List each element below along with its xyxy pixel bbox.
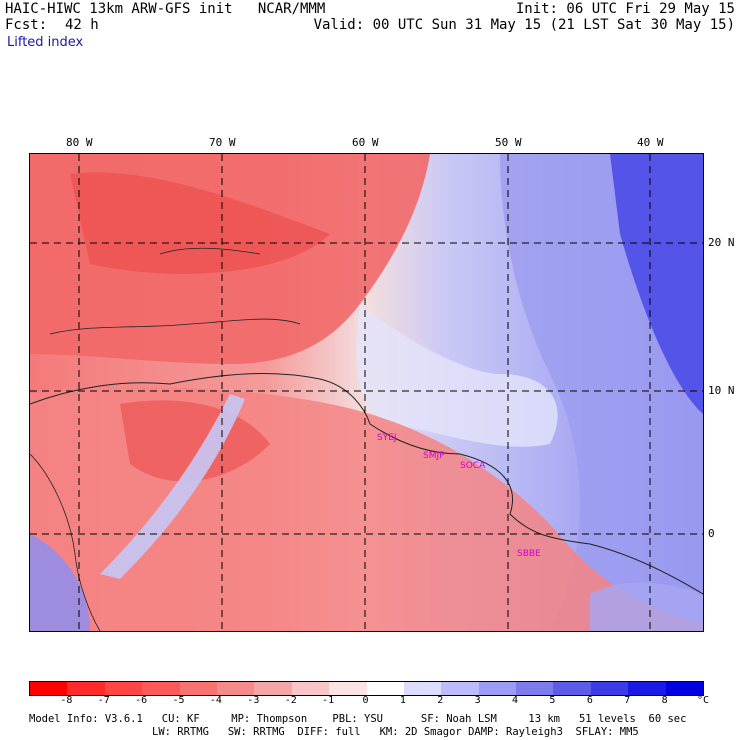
color-swatch [403,682,442,695]
color-swatch [291,682,330,695]
color-scale-unit: °C [697,695,710,706]
model-title: HAIC-HIWC 13km ARW-GFS init NCAR/MMM [5,1,326,17]
lon-label-60w: 60 W [352,136,379,149]
caribbean-islands-outline [49,318,301,335]
color-scale-tick-label: -5 [172,695,185,706]
color-swatch [142,682,180,695]
color-scale-tick-label: -4 [209,695,222,706]
color-swatch [366,682,404,695]
forecast-label: Fcst: [5,17,48,33]
model-info-line2: LW: RRTMG SW: RRTMG DIFF: full KM: 2D Sm… [152,726,639,738]
station-smjp: SMJP [423,451,445,461]
lon-label-40w: 40 W [637,136,664,149]
color-swatch [516,682,554,695]
map-canvas [30,154,703,631]
color-swatch [553,682,591,695]
color-scale-tick-label: -7 [97,695,110,706]
color-scale-tick-label: 4 [512,695,519,706]
andes-stable-streak [100,394,245,579]
station-syej: SYEJ [377,433,397,443]
lon-label-50w: 50 W [495,136,522,149]
color-scale-bar [29,681,704,696]
lat-label-10n: 10 N [708,384,735,397]
color-scale-tick-label: 2 [437,695,444,706]
init-time: Init: 06 UTC Fri 29 May 15 [515,1,735,17]
valid-time: Valid: 00 UTC Sun 31 May 15 (21 LST Sat … [313,17,735,33]
graticule [30,154,703,631]
color-swatch [665,682,704,695]
lon-label-70w: 70 W [209,136,236,149]
south-america-coastline [30,373,703,595]
lon-label-80w: 80 W [66,136,93,149]
color-swatch [441,682,479,695]
color-scale-tick-label: 1 [399,695,406,706]
field-name: Lifted index [7,35,84,50]
color-swatch [329,682,367,695]
station-soca: SOCA [460,461,486,471]
color-swatch [179,682,217,695]
color-scale-tick-label: 6 [586,695,593,706]
forecast-hours: 42 h [65,17,99,33]
color-swatch [628,682,666,695]
color-scale-tick-label: -6 [135,695,148,706]
lat-label-0: 0 [708,527,715,540]
color-swatch [478,682,517,695]
color-scale-tick-label: -2 [284,695,297,706]
color-swatch [216,682,255,695]
color-swatch [104,682,143,695]
color-swatch [67,682,105,695]
color-swatch [30,682,68,695]
color-scale-labels: -8 -7 -6 -5 -4 -3 -2 -1 0 1 2 3 4 5 6 7 8 [29,695,702,707]
station-sbbe: SBBE [517,549,541,559]
color-scale-tick-label: 7 [624,695,631,706]
color-swatch [590,682,629,695]
color-scale-tick-label: -1 [322,695,335,706]
lifted-index-map: SYEJ SMJP SOCA SBBE [29,153,704,632]
color-scale-tick-label: 3 [474,695,481,706]
lat-label-20n: 20 N [708,236,735,249]
model-info-line1: Model Info: V3.6.1 CU: KF MP: Thompson P… [29,713,687,725]
color-scale-tick-label: 0 [362,695,369,706]
color-scale-tick-label: -3 [247,695,260,706]
color-scale-tick-label: 5 [549,695,556,706]
color-scale-tick-label: -8 [60,695,73,706]
color-swatch [254,682,292,695]
color-scale-tick-label: 8 [661,695,668,706]
